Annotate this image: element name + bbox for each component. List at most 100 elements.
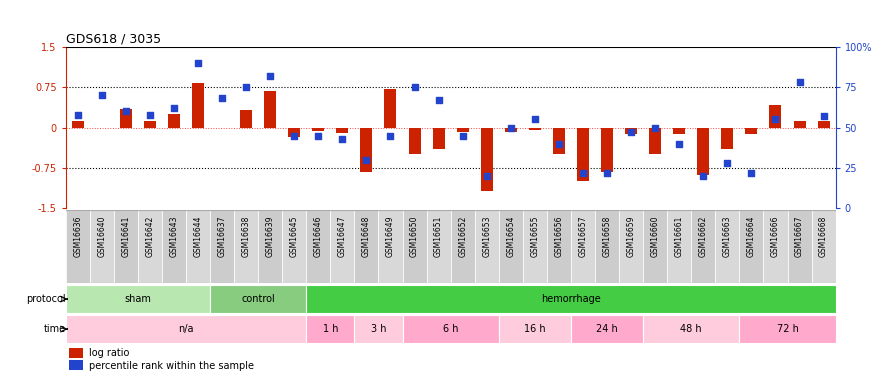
Text: GSM16658: GSM16658: [603, 216, 612, 257]
Text: GSM16649: GSM16649: [386, 216, 395, 257]
Bar: [769, 105, 781, 128]
Point: [528, 116, 542, 122]
Point: [167, 105, 181, 111]
Text: GSM16655: GSM16655: [530, 216, 539, 257]
Point: [600, 170, 614, 176]
Bar: [620, 210, 643, 283]
Text: GSM16660: GSM16660: [651, 216, 660, 257]
Point: [504, 124, 518, 130]
Bar: [763, 210, 788, 283]
Bar: [739, 210, 763, 283]
Bar: [788, 210, 812, 283]
Bar: [66, 315, 306, 343]
Text: GDS618 / 3035: GDS618 / 3035: [66, 33, 161, 46]
Bar: [746, 128, 758, 134]
Text: GSM16659: GSM16659: [626, 216, 635, 257]
Bar: [721, 128, 733, 149]
Point: [696, 173, 710, 179]
Bar: [210, 210, 235, 283]
Point: [408, 84, 422, 90]
Point: [360, 157, 374, 163]
Bar: [384, 89, 396, 128]
Text: GSM16639: GSM16639: [266, 216, 275, 257]
Bar: [114, 210, 138, 283]
Bar: [528, 128, 541, 130]
Bar: [643, 210, 668, 283]
Text: GSM16657: GSM16657: [578, 216, 587, 257]
Point: [793, 80, 807, 86]
Bar: [186, 210, 210, 283]
Bar: [457, 128, 469, 132]
Bar: [409, 128, 421, 154]
Bar: [649, 128, 662, 154]
Text: 48 h: 48 h: [681, 324, 702, 334]
Point: [71, 112, 85, 118]
Bar: [432, 128, 444, 149]
Text: GSM16666: GSM16666: [771, 216, 780, 257]
Bar: [66, 210, 90, 283]
Bar: [72, 121, 84, 128]
Bar: [571, 315, 643, 343]
Bar: [601, 128, 613, 172]
Bar: [643, 315, 739, 343]
Text: GSM16653: GSM16653: [482, 216, 491, 257]
Point: [263, 73, 277, 79]
Bar: [210, 285, 306, 313]
Bar: [90, 210, 114, 283]
Point: [745, 170, 759, 176]
Bar: [402, 315, 499, 343]
Bar: [691, 210, 716, 283]
Text: 1 h: 1 h: [323, 324, 338, 334]
Point: [552, 141, 566, 147]
Point: [720, 160, 734, 166]
Point: [576, 170, 590, 176]
Text: sham: sham: [124, 294, 151, 304]
Point: [143, 112, 157, 118]
Bar: [138, 210, 162, 283]
Bar: [306, 315, 354, 343]
Point: [431, 97, 445, 103]
Text: GSM16640: GSM16640: [97, 216, 106, 257]
Text: GSM16661: GSM16661: [675, 216, 683, 257]
Text: GSM16656: GSM16656: [555, 216, 564, 257]
Point: [191, 60, 205, 66]
Point: [480, 173, 494, 179]
Text: 24 h: 24 h: [596, 324, 618, 334]
Text: hemorrhage: hemorrhage: [541, 294, 601, 304]
Bar: [354, 315, 402, 343]
Point: [215, 96, 229, 102]
Bar: [282, 210, 306, 283]
Text: 72 h: 72 h: [777, 324, 799, 334]
Bar: [673, 128, 685, 134]
Bar: [625, 128, 637, 134]
Point: [287, 133, 301, 139]
Bar: [331, 210, 354, 283]
Text: n/a: n/a: [178, 324, 193, 334]
Bar: [697, 128, 710, 175]
Bar: [427, 210, 451, 283]
Bar: [553, 128, 565, 154]
Bar: [162, 210, 186, 283]
Bar: [354, 210, 379, 283]
Bar: [168, 114, 180, 128]
Bar: [240, 110, 252, 128]
Text: GSM16638: GSM16638: [242, 216, 250, 257]
Point: [239, 84, 253, 90]
Text: log ratio: log ratio: [88, 348, 130, 358]
Text: control: control: [242, 294, 275, 304]
Text: GSM16646: GSM16646: [314, 216, 323, 257]
Bar: [144, 121, 156, 128]
Bar: [120, 109, 132, 128]
Text: GSM16641: GSM16641: [122, 216, 130, 257]
Text: GSM16651: GSM16651: [434, 216, 443, 257]
Bar: [571, 210, 595, 283]
Bar: [505, 128, 517, 132]
Bar: [595, 210, 619, 283]
Bar: [475, 210, 499, 283]
Text: GSM16667: GSM16667: [795, 216, 804, 257]
Bar: [451, 210, 475, 283]
Text: GSM16643: GSM16643: [170, 216, 178, 257]
Text: GSM16662: GSM16662: [699, 216, 708, 257]
Point: [624, 129, 638, 135]
Bar: [69, 360, 83, 370]
